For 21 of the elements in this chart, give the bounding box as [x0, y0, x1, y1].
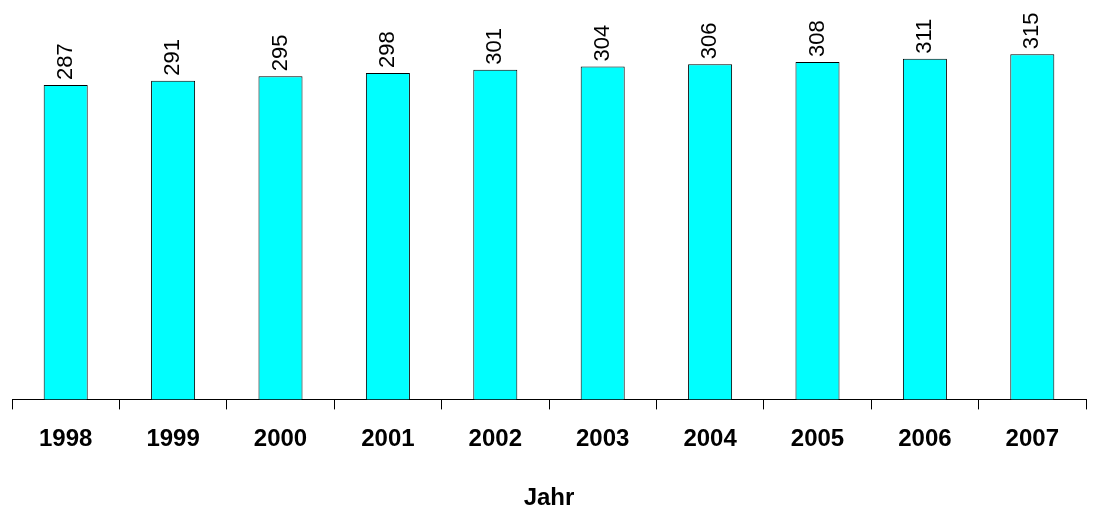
x-tick-label: 2005 [790, 424, 845, 452]
x-tick-label: 2006 [898, 424, 952, 452]
data-label: 306 [696, 22, 722, 60]
data-label: 304 [588, 24, 614, 62]
data-label: 315 [1018, 12, 1044, 50]
data-label: 301 [481, 27, 507, 65]
x-axis-title: Jahr [523, 483, 575, 511]
data-label: 298 [373, 31, 399, 68]
data-label: 311 [910, 18, 936, 54]
data-label: 287 [51, 43, 77, 81]
x-tick-label: 2004 [683, 424, 738, 452]
x-tick-label: 2007 [1005, 424, 1059, 452]
x-tick-label: 2000 [253, 424, 308, 452]
x-tick-label: 2001 [361, 424, 415, 452]
data-label: 291 [159, 38, 185, 76]
x-tick-label: 1998 [39, 424, 93, 452]
data-label: 295 [266, 34, 292, 72]
x-tick-label: 1999 [146, 424, 200, 452]
x-tick-label: 2003 [576, 424, 630, 452]
data-label: 308 [803, 20, 829, 58]
x-tick-label: 2002 [468, 424, 522, 452]
